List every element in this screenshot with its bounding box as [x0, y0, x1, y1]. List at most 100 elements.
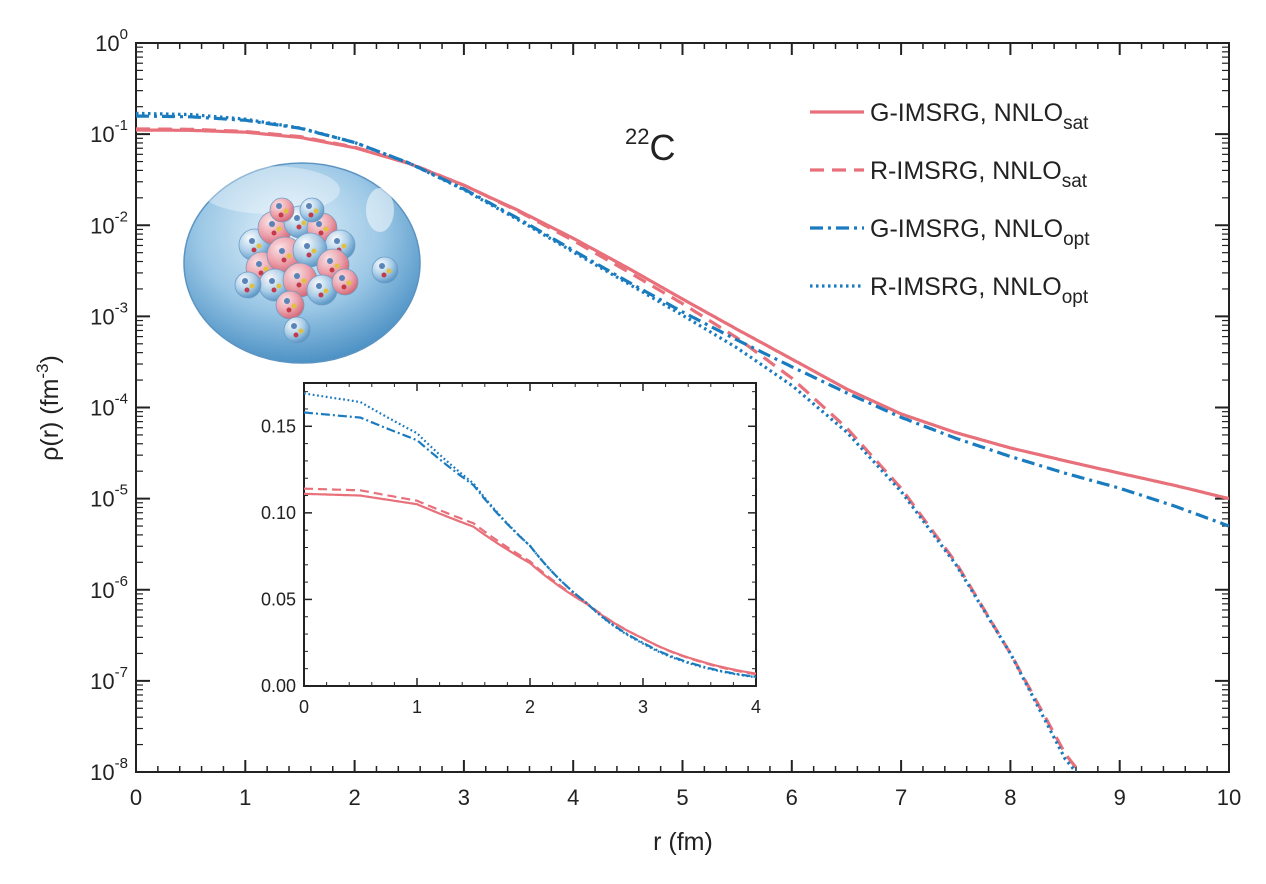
- quark: [339, 275, 345, 281]
- y-axis-title-main: ρ(r) (fm: [36, 379, 64, 461]
- quark: [251, 247, 257, 253]
- legend-label: G-IMSRG, NNLOopt: [870, 215, 1090, 250]
- x-axis-title: r (fm): [653, 828, 713, 856]
- nucleus-bubble-illustration: [183, 162, 421, 364]
- quark: [318, 292, 324, 298]
- series-line-2: [136, 114, 1229, 528]
- quark: [323, 288, 329, 294]
- quark: [291, 323, 297, 329]
- quark: [279, 248, 285, 254]
- y-axis-title-close: ): [36, 355, 64, 363]
- quark: [256, 243, 262, 249]
- quark: [294, 273, 300, 279]
- quark: [276, 283, 282, 289]
- inset-x-tick-label: 0: [299, 697, 309, 717]
- nucleus-mass: 22: [625, 124, 649, 149]
- y-axis-title-exp: -3: [33, 363, 52, 378]
- x-tick-label: 7: [895, 785, 907, 810]
- quark: [296, 282, 302, 288]
- quark: [276, 203, 282, 209]
- inset-curves: [304, 392, 756, 679]
- quark: [334, 263, 340, 269]
- quark: [291, 303, 297, 309]
- quark: [278, 212, 284, 218]
- x-tick-label: 3: [458, 785, 470, 810]
- quark: [341, 243, 347, 249]
- quark: [294, 215, 300, 221]
- x-tick-label: 6: [786, 785, 798, 810]
- y-tick-label: 10-1: [90, 117, 128, 147]
- x-tick-label: 5: [676, 785, 688, 810]
- nucleus-label: 22C: [625, 124, 675, 168]
- legend-label: R-IMSRG, NNLOsat: [870, 157, 1088, 192]
- inset-x-tick-label: 3: [638, 697, 648, 717]
- quark: [284, 298, 290, 304]
- legend-label: G-IMSRG, NNLOsat: [870, 99, 1089, 134]
- nucleon: [299, 197, 325, 223]
- quark: [304, 243, 310, 249]
- nucleon: [283, 316, 311, 344]
- quark: [269, 221, 275, 227]
- x-tick-label: 2: [348, 785, 360, 810]
- y-tick-label: 10-8: [90, 755, 128, 785]
- quark: [244, 287, 250, 293]
- quark: [386, 268, 392, 274]
- quark: [296, 224, 302, 230]
- inset-y-tick-label: 0.00: [261, 676, 296, 696]
- x-tick-label: 10: [1217, 785, 1241, 810]
- quark: [308, 212, 314, 218]
- main-axes: 0 1 2 3 4 5 6 7 8 9 10 100 10-1 10-2 10-3 10-4 10-5 10-6 1…: [90, 26, 1241, 810]
- quark: [318, 230, 324, 236]
- y-tick-label: 10-3: [90, 299, 128, 329]
- x-tick-label: 1: [239, 785, 251, 810]
- x-tick-label: 9: [1114, 785, 1126, 810]
- quark: [323, 226, 329, 232]
- y-tick-label: 10-6: [90, 573, 128, 603]
- quark: [379, 263, 385, 269]
- quark: [316, 283, 322, 289]
- inset-y-tick-label: 0.15: [261, 416, 296, 436]
- nucleon: [275, 290, 305, 320]
- quark: [334, 238, 340, 244]
- series-line-1: [136, 127, 1080, 772]
- quark: [311, 248, 317, 254]
- nucleon: [331, 268, 359, 296]
- y-axis-title: ρ(r) (fm-3): [33, 355, 64, 461]
- nucleon: [234, 271, 262, 299]
- y-tick-label: 10-5: [90, 482, 128, 512]
- y-tick-label: 10-2: [90, 208, 128, 238]
- quark: [283, 208, 289, 214]
- quark: [256, 261, 262, 267]
- quark: [249, 238, 255, 244]
- nucleon: [269, 197, 295, 223]
- inset-axes: 0 1 2 3 4 0.00 0.05 0.10 0.15: [261, 383, 761, 717]
- y-tick-label: 100: [95, 26, 128, 56]
- quark: [242, 278, 248, 284]
- quark: [327, 258, 333, 264]
- quark: [341, 284, 347, 290]
- nucleus-element: C: [649, 127, 675, 168]
- inset-x-tick-label: 1: [412, 697, 422, 717]
- inset-series-line-3: [304, 392, 756, 679]
- y-tick-label: 10-4: [90, 391, 128, 421]
- quark: [249, 283, 255, 289]
- quark: [346, 280, 352, 286]
- quark: [298, 328, 304, 334]
- quark: [329, 267, 335, 273]
- quark: [381, 272, 387, 278]
- quark: [306, 203, 312, 209]
- inset-series-line-1: [304, 487, 756, 676]
- quark: [258, 270, 264, 276]
- x-tick-label: 4: [567, 785, 579, 810]
- x-tick-label: 8: [1004, 785, 1016, 810]
- quark: [276, 226, 282, 232]
- quark: [263, 266, 269, 272]
- quark: [313, 208, 319, 214]
- quark: [271, 287, 277, 293]
- legend-label: R-IMSRG, NNLOopt: [870, 273, 1089, 308]
- quark: [269, 278, 275, 284]
- quark: [316, 221, 322, 227]
- inset-x-tick-label: 4: [751, 697, 761, 717]
- y-tick-label: 10-7: [90, 664, 128, 694]
